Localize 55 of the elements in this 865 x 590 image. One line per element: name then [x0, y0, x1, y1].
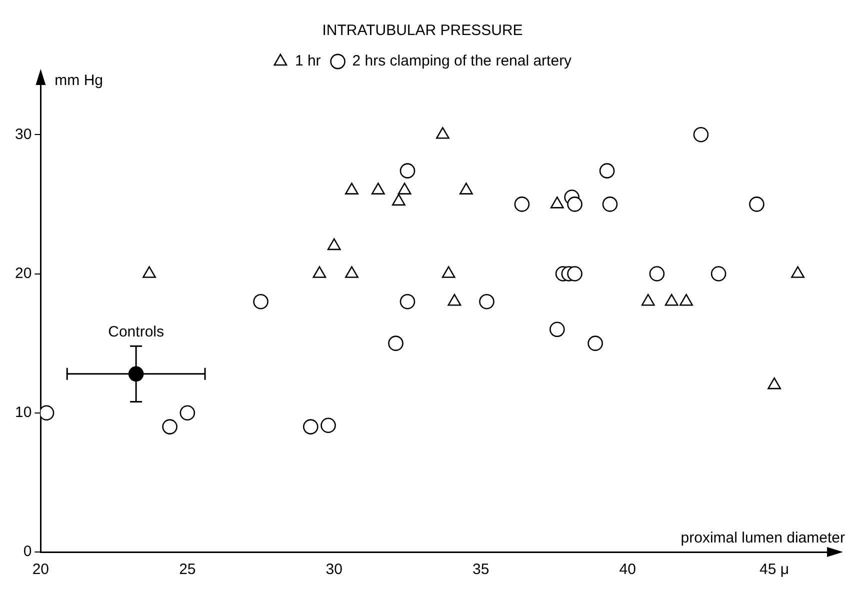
point — [345, 182, 358, 194]
point — [550, 196, 564, 208]
point — [320, 418, 336, 434]
point — [392, 194, 406, 206]
point — [253, 294, 268, 310]
point — [749, 196, 764, 212]
x-tick-label: 25 — [179, 561, 196, 578]
point — [567, 196, 582, 212]
x-tick-label: 40 — [619, 561, 636, 578]
point — [693, 126, 709, 142]
text: Controls — [108, 324, 164, 341]
point — [400, 294, 416, 310]
point — [327, 238, 341, 250]
x-tick-label: 45 μ — [760, 561, 790, 578]
point — [448, 294, 462, 306]
point — [345, 266, 358, 278]
point — [371, 182, 385, 194]
x-tick-label: 35 — [472, 561, 490, 578]
y-axis-title: mm Hg — [54, 72, 104, 90]
point — [710, 266, 726, 282]
point — [567, 266, 582, 282]
point — [40, 405, 54, 421]
y-tick-label: 30 — [14, 126, 32, 143]
y-tick-label: 20 — [14, 264, 32, 282]
point — [514, 196, 530, 212]
point — [599, 163, 615, 178]
point — [641, 294, 655, 306]
point — [436, 126, 450, 139]
point — [303, 419, 318, 434]
point — [162, 419, 178, 434]
point — [142, 266, 156, 278]
point — [602, 196, 618, 212]
point — [680, 294, 693, 306]
point — [649, 266, 665, 282]
point — [312, 266, 326, 278]
point — [791, 266, 804, 278]
point — [588, 336, 603, 351]
chart-title: INTRATUBULAR PRESSURE — [322, 22, 523, 40]
x-tick-label: 20 — [32, 561, 50, 578]
y-tick-label: 0 — [23, 543, 32, 560]
point — [479, 294, 494, 310]
point — [459, 182, 473, 194]
point — [442, 266, 456, 278]
x-tick-label: 30 — [326, 561, 342, 578]
point — [398, 182, 412, 194]
legend-label: 1 hr — [294, 52, 321, 70]
point — [664, 294, 678, 306]
point — [388, 336, 404, 351]
legend-label: 2 hrs clamping of the renal artery — [352, 52, 572, 70]
point — [180, 405, 196, 421]
y-tick-label: 10 — [14, 404, 32, 422]
point — [768, 377, 782, 390]
x-axis-title: proximal lumen diameter — [680, 530, 845, 547]
point — [550, 322, 565, 338]
point — [400, 163, 416, 178]
